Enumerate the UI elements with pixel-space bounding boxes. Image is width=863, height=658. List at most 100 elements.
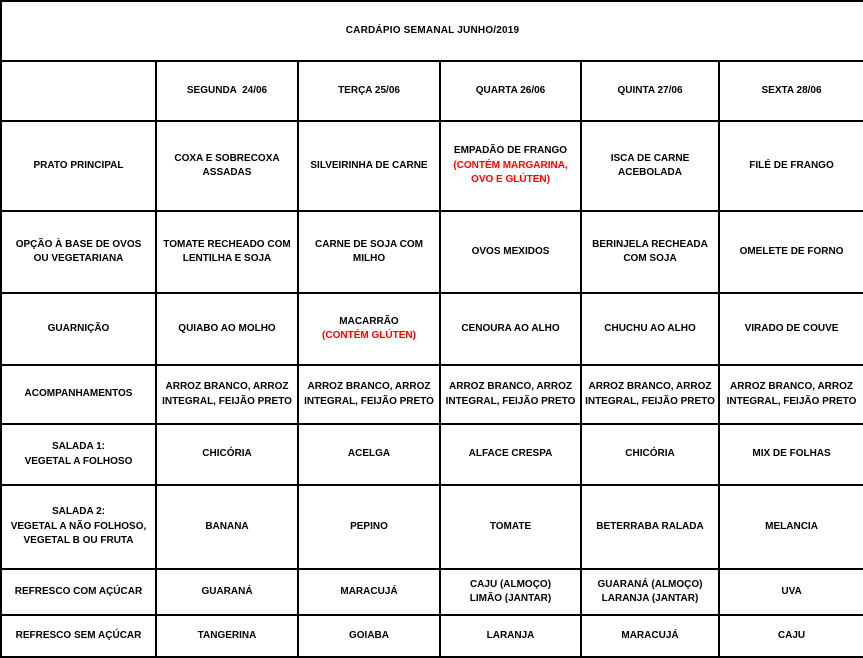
menu-row-5: SALADA 2: VEGETAL A NÃO FOLHOSO, VEGETAL… (0, 484, 863, 570)
menu-item-text: MARACUJÁ (621, 629, 679, 641)
menu-cell-r6-c2: CAJU (ALMOÇO) LIMÃO (JANTAR) (439, 568, 582, 616)
menu-cell-r2-c4: VIRADO DE COUVE (717, 292, 863, 366)
menu-row-7: REFRESCO SEM AÇÚCAR TANGERINA GOIABA LARANJ… (0, 614, 863, 658)
menu-cell-r2-c3: CHUCHU AO ALHO (580, 292, 720, 366)
day-header-2: QUARTA 26/06 (439, 60, 582, 122)
menu-item-text: GUARANÁ (201, 585, 253, 597)
menu-item-text: ARROZ BRANCO, ARROZ INTEGRAL, FEIJÃO PRE… (585, 381, 715, 407)
day-header-3: QUINTA 27/06 (580, 60, 720, 122)
row-label-7: REFRESCO SEM AÇÚCAR (0, 614, 157, 658)
menu-item-text: ALFACE CRESPA (468, 448, 553, 460)
menu-item-text: CAJU (777, 629, 806, 641)
menu-item-text: GOIABA (349, 629, 389, 641)
corner-cell (0, 60, 157, 122)
menu-cell-r0-c2: EMPADÃO DE FRANGO (CONTÉM MARGARINA, OVO … (439, 120, 582, 212)
row-label-2: GUARNIÇÃO (0, 292, 157, 366)
title-row: CARDÁPIO SEMANAL JUNHO/2019 (0, 0, 863, 62)
menu-cell-r5-c4: MELANCIA (717, 484, 863, 570)
menu-item-text: ARROZ BRANCO, ARROZ INTEGRAL, FEIJÃO PRE… (162, 381, 292, 407)
menu-item-text: ARROZ BRANCO, ARROZ INTEGRAL, FEIJÃO PRE… (304, 381, 434, 407)
menu-item-text: ISCA DE CARNE ACEBOLADA (610, 152, 692, 179)
day-header-4: SEXTA 28/06 (717, 60, 863, 122)
menu-cell-r1-c1: CARNE DE SOJA COM MILHO (297, 210, 441, 294)
menu-item-text: CARNE DE SOJA COM MILHO (315, 238, 426, 265)
menu-cell-r1-c2: OVOS MEXIDOS (439, 210, 582, 294)
menu-item-text: CHUCHU AO ALHO (604, 322, 696, 334)
menu-cell-r6-c1: MARACUJÁ (297, 568, 441, 616)
menu-cell-r4-c1: ACELGA (297, 423, 441, 486)
menu-cell-r3-c0: ARROZ BRANCO, ARROZ INTEGRAL, FEIJÃO PRE… (155, 364, 299, 425)
menu-cell-r2-c2: CENOURA AO ALHO (439, 292, 582, 366)
menu-cell-r7-c3: MARACUJÁ (580, 614, 720, 658)
menu-row-4: SALADA 1: VEGETAL A FOLHOSO CHICÓRIA ACELG… (0, 423, 863, 486)
allergen-warning: (CONTÉM GLÚTEN) (322, 330, 416, 341)
menu-cell-r3-c1: ARROZ BRANCO, ARROZ INTEGRAL, FEIJÃO PRE… (297, 364, 441, 425)
menu-row-1: OPÇÃO À BASE DE OVOS OU VEGETARIANA TOMAT… (0, 210, 863, 294)
menu-item-text: ARROZ BRANCO, ARROZ INTEGRAL, FEIJÃO PRE… (726, 381, 857, 407)
menu-row-3: ACOMPANHAMENTOS ARROZ BRANCO, ARROZ INTEG… (0, 364, 863, 425)
menu-item-text: QUIABO AO MOLHO (178, 322, 276, 334)
menu-cell-r4-c0: CHICÓRIA (155, 423, 299, 486)
day-header-1: TERÇA 25/06 (297, 60, 441, 122)
menu-cell-r5-c3: BETERRABA RALADA (580, 484, 720, 570)
menu-cell-r0-c3: ISCA DE CARNE ACEBOLADA (580, 120, 720, 212)
menu-cell-r7-c1: GOIABA (297, 614, 441, 658)
page-title: CARDÁPIO SEMANAL JUNHO/2019 (0, 0, 863, 62)
menu-cell-r4-c3: CHICÓRIA (580, 423, 720, 486)
menu-cell-r0-c1: SILVEIRINHA DE CARNE (297, 120, 441, 212)
menu-cell-r6-c4: UVA (717, 568, 863, 616)
menu-cell-r6-c0: GUARANÁ (155, 568, 299, 616)
menu-cell-r4-c2: ALFACE CRESPA (439, 423, 582, 486)
menu-cell-r7-c0: TANGERINA (155, 614, 299, 658)
menu-item-text: PEPINO (350, 520, 388, 532)
row-label-1: OPÇÃO À BASE DE OVOS OU VEGETARIANA (0, 210, 157, 294)
menu-item-text: CHICÓRIA (625, 448, 675, 460)
menu-item-text: GUARANÁ (ALMOÇO) LARANJA (JANTAR) (597, 578, 703, 605)
menu-cell-r6-c3: GUARANÁ (ALMOÇO) LARANJA (JANTAR) (580, 568, 720, 616)
menu-item-text: MIX DE FOLHAS (752, 448, 831, 460)
menu-cell-r7-c2: LARANJA (439, 614, 582, 658)
menu-cell-r5-c0: BANANA (155, 484, 299, 570)
menu-item-text: BANANA (205, 520, 249, 532)
menu-cell-r0-c4: FILÉ DE FRANGO (717, 120, 863, 212)
menu-cell-r4-c4: MIX DE FOLHAS (717, 423, 863, 486)
menu-item-text: OMELETE DE FORNO (739, 245, 844, 257)
row-label-5: SALADA 2: VEGETAL A NÃO FOLHOSO, VEGETAL… (0, 484, 157, 570)
menu-item-text: MELANCIA (765, 520, 818, 532)
menu-cell-r0-c0: COXA E SOBRECOXA ASSADAS (155, 120, 299, 212)
row-label-0: PRATO PRINCIPAL (0, 120, 157, 212)
menu-cell-r1-c0: TOMATE RECHEADO COM LENTILHA E SOJA (155, 210, 299, 294)
menu-item-text: TOMATE RECHEADO COM LENTILHA E SOJA (163, 238, 294, 265)
menu-item-text: ACELGA (347, 448, 391, 460)
menu-item-text: SILVEIRINHA DE CARNE (310, 159, 428, 171)
menu-item-text: TANGERINA (197, 629, 257, 641)
menu-row-6: REFRESCO COM AÇÚCAR GUARANÁ MARACUJÁ CAJU (… (0, 568, 863, 616)
menu-item-text: LARANJA (486, 629, 535, 641)
menu-cell-r3-c2: ARROZ BRANCO, ARROZ INTEGRAL, FEIJÃO PRE… (439, 364, 582, 425)
menu-item-text: UVA (781, 585, 802, 597)
menu-item-text: OVOS MEXIDOS (471, 245, 550, 257)
row-label-3: ACOMPANHAMENTOS (0, 364, 157, 425)
menu-cell-r3-c4: ARROZ BRANCO, ARROZ INTEGRAL, FEIJÃO PRE… (717, 364, 863, 425)
menu-item-text: EMPADÃO DE FRANGO (453, 145, 568, 157)
menu-item-text: FILÉ DE FRANGO (749, 159, 834, 171)
menu-cell-r3-c3: ARROZ BRANCO, ARROZ INTEGRAL, FEIJÃO PRE… (580, 364, 720, 425)
day-header-0: SEGUNDA 24/06 (155, 60, 299, 122)
menu-cell-r2-c1: MACARRÃO (CONTÉM GLÚTEN) (297, 292, 441, 366)
menu-cell-r5-c1: PEPINO (297, 484, 441, 570)
menu-item-text: ARROZ BRANCO, ARROZ INTEGRAL, FEIJÃO PRE… (445, 381, 576, 407)
menu-cell-r5-c2: TOMATE (439, 484, 582, 570)
menu-item-text: CHICÓRIA (202, 448, 252, 460)
menu-item-text: CENOURA AO ALHO (461, 322, 560, 334)
menu-item-text: BERINJELA RECHEADA COM SOJA (592, 238, 711, 265)
menu-cell-r1-c4: OMELETE DE FORNO (717, 210, 863, 294)
menu-row-2: GUARNIÇÃO QUIABO AO MOLHO MACARRÃO (CONTÉM … (0, 292, 863, 366)
menu-cell-r7-c4: CAJU (717, 614, 863, 658)
row-label-6: REFRESCO COM AÇÚCAR (0, 568, 157, 616)
menu-item-text: MARACUJÁ (340, 585, 398, 597)
menu-item-text: TOMATE (489, 520, 532, 532)
menu-row-0: PRATO PRINCIPAL COXA E SOBRECOXA ASSADAS S… (0, 120, 863, 212)
menu-cell-r2-c0: QUIABO AO MOLHO (155, 292, 299, 366)
